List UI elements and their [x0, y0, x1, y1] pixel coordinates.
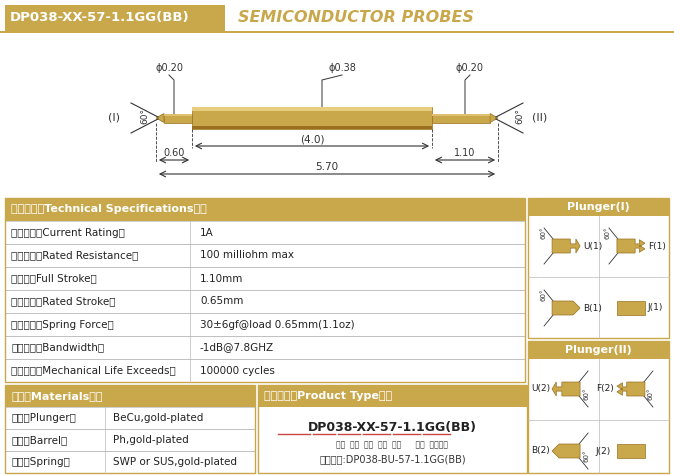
Bar: [5, 198, 525, 382]
Text: 60°: 60°: [583, 449, 589, 462]
Text: Plunger(II): Plunger(II): [565, 345, 632, 355]
Bar: [528, 198, 669, 338]
Bar: [164, 114, 192, 123]
Bar: [5, 451, 255, 473]
Text: 满行程（Full Stroke）: 满行程（Full Stroke）: [11, 274, 97, 284]
Text: 材质（Materials）：: 材质（Materials）：: [11, 391, 102, 401]
Bar: [528, 341, 669, 359]
Text: 30±6gf@load 0.65mm(1.1oz): 30±6gf@load 0.65mm(1.1oz): [200, 320, 355, 330]
Text: 60°: 60°: [583, 388, 589, 400]
Text: 60°: 60°: [515, 108, 524, 124]
Text: 5.70: 5.70: [315, 162, 338, 172]
Text: 技术要求（Technical Specifications）：: 技术要求（Technical Specifications）：: [11, 205, 207, 215]
Text: 额定行程（Rated Stroke）: 额定行程（Rated Stroke）: [11, 296, 115, 306]
Text: 60°: 60°: [140, 108, 149, 124]
Bar: [258, 385, 527, 407]
Bar: [258, 385, 527, 473]
Text: (4.0): (4.0): [300, 134, 324, 144]
Polygon shape: [617, 444, 645, 458]
Text: DP038-XX-57-1.1GG(BB): DP038-XX-57-1.1GG(BB): [10, 11, 189, 25]
Text: 弹簧（Spring）: 弹簧（Spring）: [11, 457, 70, 467]
Polygon shape: [617, 382, 645, 396]
Bar: [5, 429, 255, 451]
Text: 1A: 1A: [200, 228, 214, 238]
Bar: [5, 407, 255, 429]
Text: SWP or SUS,gold-plated: SWP or SUS,gold-plated: [113, 457, 237, 467]
Text: 60°: 60°: [648, 388, 654, 400]
Text: BeCu,gold-plated: BeCu,gold-plated: [113, 413, 204, 423]
Polygon shape: [156, 114, 164, 123]
Bar: [192, 107, 432, 111]
Text: 频率带宽（Bandwidth）: 频率带宽（Bandwidth）: [11, 342, 104, 352]
Text: 测试寿命（Mechanical Life Exceeds）: 测试寿命（Mechanical Life Exceeds）: [11, 365, 176, 376]
Text: F(2): F(2): [596, 384, 614, 393]
Bar: [5, 221, 525, 244]
Text: F(1): F(1): [648, 241, 666, 250]
Bar: [528, 198, 669, 216]
Bar: [5, 359, 525, 382]
Polygon shape: [617, 301, 645, 315]
Text: 针管（Barrel）: 针管（Barrel）: [11, 435, 67, 445]
Bar: [5, 198, 525, 221]
Bar: [5, 244, 525, 267]
Polygon shape: [552, 382, 580, 396]
Text: 订购单例:DP038-BU-57-1.1GG(BB): 订购单例:DP038-BU-57-1.1GG(BB): [319, 454, 466, 464]
Bar: [5, 290, 525, 313]
Text: B(1): B(1): [583, 304, 602, 313]
Text: U(1): U(1): [583, 241, 603, 250]
Text: DP038-XX-57-1.1GG(BB): DP038-XX-57-1.1GG(BB): [308, 420, 477, 434]
Bar: [5, 5, 225, 31]
Text: U(2): U(2): [531, 384, 550, 393]
Text: ϕ0.38: ϕ0.38: [328, 63, 356, 73]
Text: 0.60: 0.60: [163, 148, 185, 158]
Text: 额定电阻（Rated Resistance）: 额定电阻（Rated Resistance）: [11, 250, 138, 260]
Text: 100000 cycles: 100000 cycles: [200, 365, 275, 376]
Text: 60°: 60°: [605, 227, 611, 239]
Bar: [5, 385, 255, 407]
Bar: [5, 336, 525, 359]
Polygon shape: [552, 444, 580, 458]
Text: (I): (I): [108, 113, 120, 123]
Text: -1dB@7.8GHZ: -1dB@7.8GHZ: [200, 342, 274, 352]
Polygon shape: [490, 114, 498, 123]
Bar: [192, 107, 432, 129]
Text: 0.65mm: 0.65mm: [200, 296, 243, 306]
Bar: [5, 385, 255, 473]
Polygon shape: [552, 301, 580, 315]
Text: ϕ0.20: ϕ0.20: [456, 63, 484, 73]
Text: 60°: 60°: [540, 288, 546, 301]
Bar: [164, 114, 192, 115]
Bar: [5, 313, 525, 336]
Text: 100 milliohm max: 100 milliohm max: [200, 250, 294, 260]
Text: 成品型号（Product Type）：: 成品型号（Product Type）：: [264, 391, 392, 401]
Text: J(2): J(2): [596, 446, 611, 456]
Polygon shape: [617, 239, 645, 253]
Bar: [192, 126, 432, 129]
Text: 额定弹力（Spring Force）: 额定弹力（Spring Force）: [11, 320, 114, 330]
Text: 针头（Plunger）: 针头（Plunger）: [11, 413, 76, 423]
Bar: [5, 267, 525, 290]
Text: SEMICONDUCTOR PROBES: SEMICONDUCTOR PROBES: [238, 10, 474, 26]
Text: ϕ0.20: ϕ0.20: [155, 63, 183, 73]
Bar: [432, 114, 490, 115]
Text: Ph,gold-plated: Ph,gold-plated: [113, 435, 189, 445]
Text: J(1): J(1): [648, 304, 663, 313]
Text: 60°: 60°: [540, 227, 546, 239]
Bar: [432, 114, 490, 123]
Text: 额定电流（Current Rating）: 额定电流（Current Rating）: [11, 228, 125, 238]
Text: 系列  规格  头型  总长  弹力      镀金  针头材质: 系列 规格 头型 总长 弹力 镀金 针头材质: [336, 440, 448, 449]
Text: B(2): B(2): [531, 446, 550, 456]
Text: 1.10: 1.10: [454, 148, 476, 158]
Polygon shape: [552, 239, 580, 253]
Bar: [0, 31, 674, 32]
Text: 1.10mm: 1.10mm: [200, 274, 243, 284]
Text: (II): (II): [532, 113, 547, 123]
Text: Plunger(I): Plunger(I): [567, 202, 630, 212]
Bar: [528, 341, 669, 473]
